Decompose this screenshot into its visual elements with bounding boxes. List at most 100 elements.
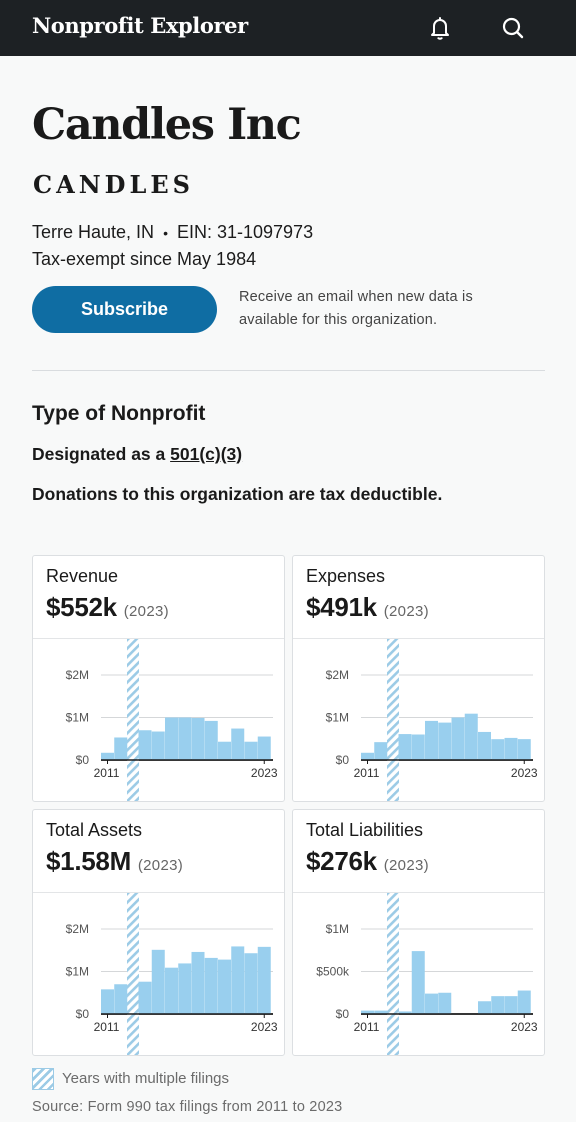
card-value: $1.58M (2023)	[46, 846, 183, 877]
bar	[411, 951, 425, 1014]
y-tick-label: $0	[336, 753, 350, 767]
bar	[138, 981, 152, 1014]
bar	[244, 741, 258, 760]
x-tick-label: 2011	[94, 766, 120, 780]
bar	[165, 717, 178, 760]
bar	[411, 734, 425, 760]
bar	[218, 741, 231, 760]
card-amount: $491k	[306, 592, 377, 622]
multiple-filings-band	[127, 639, 139, 801]
bar	[178, 963, 192, 1014]
card-year: (2023)	[123, 603, 169, 620]
bar	[204, 720, 218, 760]
bar	[101, 989, 114, 1014]
bar	[517, 739, 531, 760]
subscribe-button[interactable]: Subscribe	[32, 286, 217, 333]
site-brand[interactable]: Nonprofit Explorer	[32, 13, 248, 38]
card-year: (2023)	[383, 603, 429, 620]
bar	[101, 752, 114, 760]
y-tick-label: $0	[336, 1007, 350, 1021]
card-amount: $1.58M	[46, 846, 131, 876]
designation-link[interactable]: 501(c)(3)	[170, 444, 243, 464]
x-tick-label: 2023	[251, 766, 278, 780]
search-icon[interactable]	[497, 12, 529, 44]
bell-icon[interactable]	[424, 12, 456, 44]
card-title: Total Liabilities	[306, 820, 424, 840]
card-amount: $552k	[46, 592, 117, 622]
top-nav-bar: Nonprofit Explorer	[0, 0, 576, 56]
y-tick-label: $0	[76, 1007, 90, 1021]
x-tick-label: 2023	[511, 1020, 538, 1034]
bar	[257, 946, 271, 1014]
bar	[178, 717, 192, 760]
y-tick-label: $2M	[326, 668, 349, 682]
total-liabilities-card: Total Liabilities $276k (2023) $0 $500k $1…	[292, 809, 545, 1056]
y-tick-label: $0	[76, 753, 90, 767]
bar	[464, 713, 478, 760]
card-divider	[33, 892, 284, 893]
multiple-filings-band	[127, 893, 139, 1055]
expenses-card: Expenses $491k (2023) $0 $1M $2M 2011 2023	[292, 555, 545, 802]
bar	[517, 990, 531, 1014]
x-tick-label: 2011	[354, 1020, 380, 1034]
card-title: Total Assets	[46, 820, 143, 840]
bar	[151, 949, 165, 1014]
bar	[504, 737, 518, 760]
location: Terre Haute, IN	[32, 222, 155, 242]
bar	[231, 946, 245, 1014]
source-note: Source: Form 990 tax filings from 2011 t…	[32, 1099, 343, 1115]
bar	[451, 717, 465, 760]
bar	[361, 1010, 374, 1014]
bar	[374, 1010, 388, 1014]
divider	[32, 370, 545, 371]
y-tick-label: $1M	[66, 711, 89, 725]
tax-deductible-note: Donations to this organization are tax d…	[32, 484, 443, 504]
bar	[114, 984, 128, 1014]
bar	[478, 731, 491, 760]
card-divider	[33, 638, 284, 639]
bar	[218, 959, 231, 1014]
multiple-filings-band	[387, 893, 399, 1055]
hatch-swatch	[32, 1068, 54, 1090]
organization-alias: CANDLES	[33, 170, 194, 199]
bar	[491, 996, 505, 1014]
subscribe-note: Receive an email when new data is availa…	[239, 289, 473, 328]
bar	[231, 728, 245, 760]
bar	[138, 730, 152, 760]
revenue-chart: $0 $1M $2M 2011 2023	[66, 639, 278, 801]
bar	[204, 957, 218, 1014]
bar	[438, 722, 452, 760]
type-of-nonprofit-heading: Type of Nonprofit	[32, 402, 206, 425]
x-tick-label: 2011	[94, 1020, 120, 1034]
card-divider	[293, 638, 544, 639]
total-assets-card: Total Assets $1.58M (2023) $0 $1M $2M 2011 2…	[32, 809, 285, 1056]
x-tick-label: 2023	[511, 766, 538, 780]
card-year: (2023)	[137, 857, 184, 874]
total-liabilities-chart: $0 $500k $1M 2011 2023	[316, 893, 538, 1055]
y-tick-label: $1M	[326, 922, 349, 936]
y-tick-label: $1M	[326, 711, 349, 725]
bar	[165, 967, 178, 1014]
card-divider	[293, 892, 544, 893]
bar	[257, 736, 271, 760]
organization-location-ein: Terre Haute, IN • EIN: 31-1097973	[32, 222, 313, 243]
card-value: $276k (2023)	[306, 846, 429, 877]
designation-prefix: Designated as a	[32, 444, 171, 464]
organization-name: Candles Inc	[32, 100, 302, 150]
bar	[504, 996, 518, 1014]
ein: EIN: 31-1097973	[176, 222, 314, 242]
bar	[191, 717, 205, 760]
bar	[398, 1011, 412, 1014]
legend-label: Years with multiple filings	[62, 1070, 230, 1087]
designation-line: Designated as a 501(c)(3)	[32, 444, 242, 465]
bar	[374, 742, 388, 760]
x-tick-label: 2011	[354, 766, 380, 780]
expenses-chart: $0 $1M $2M 2011 2023	[326, 639, 538, 801]
y-tick-label: $500k	[316, 965, 350, 979]
bar	[151, 731, 165, 760]
bar	[398, 734, 412, 760]
bar	[244, 953, 258, 1014]
bar	[361, 752, 374, 760]
bar	[425, 720, 438, 760]
card-year: (2023)	[383, 857, 429, 874]
